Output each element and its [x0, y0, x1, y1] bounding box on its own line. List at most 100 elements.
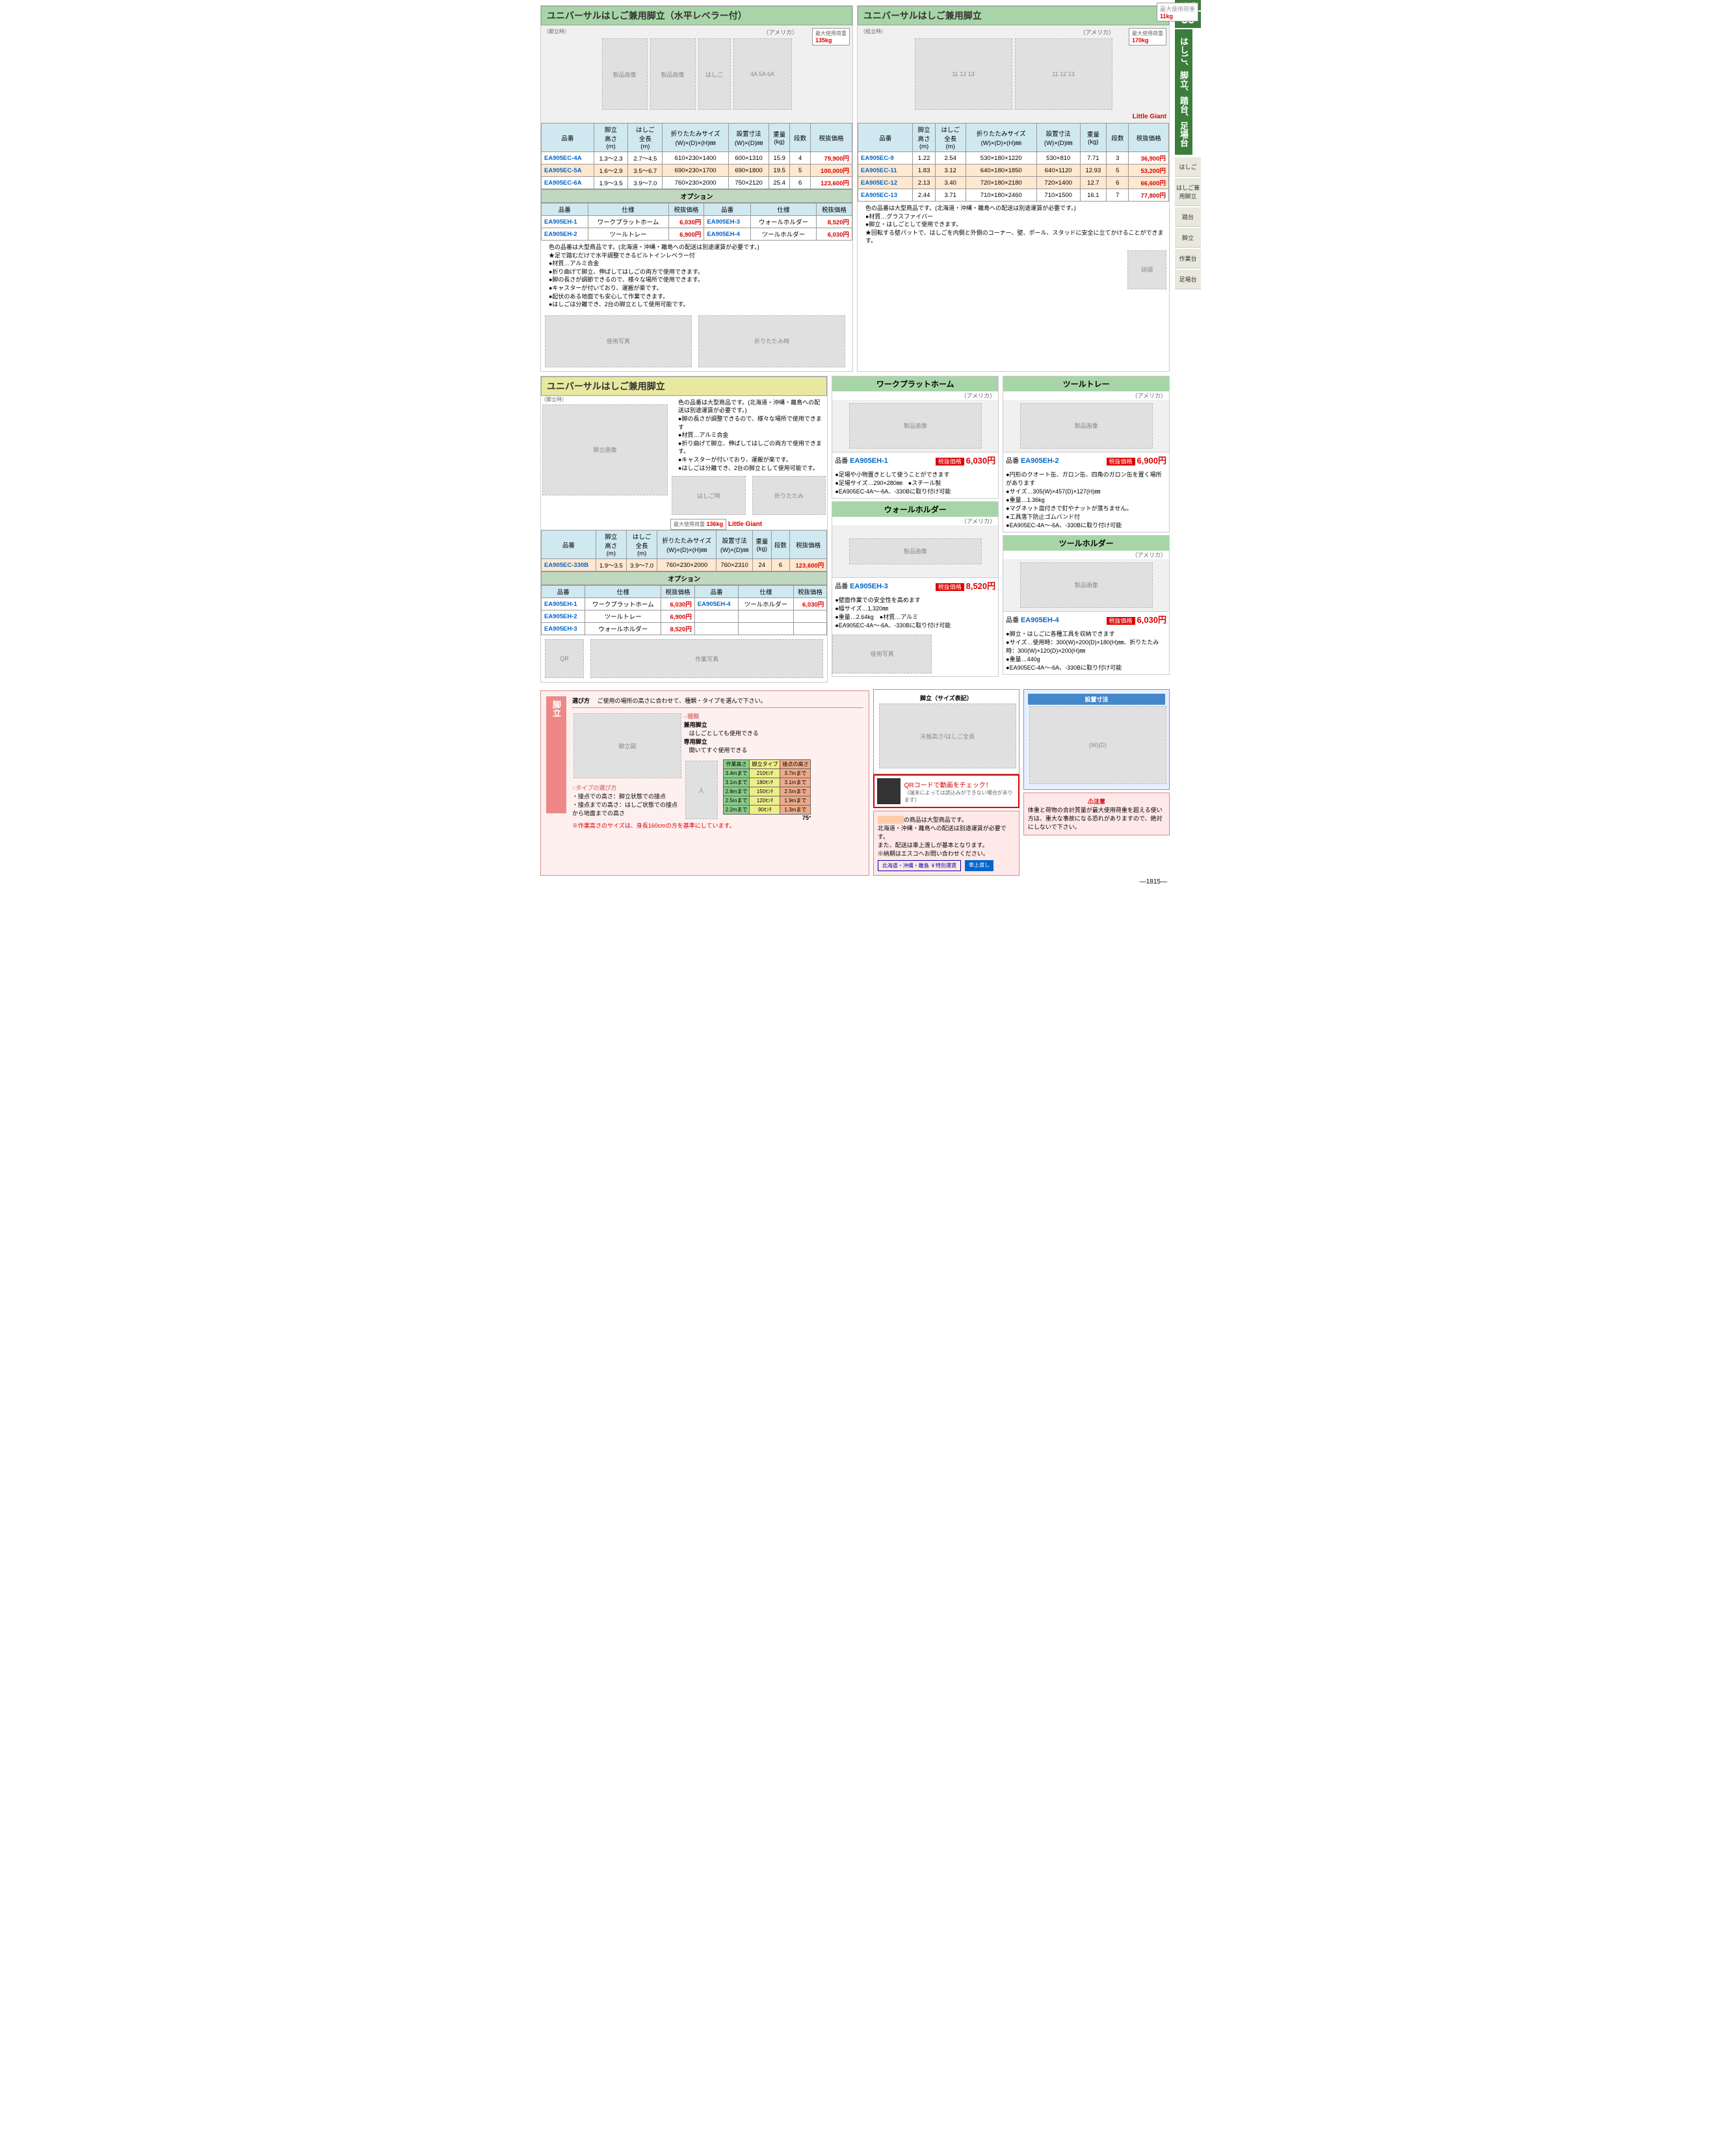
table-header: はしご全長(m) — [628, 124, 663, 152]
table-header: 品番 — [542, 203, 588, 216]
detail-photo: 詳細 — [1127, 250, 1166, 289]
side-nav-item[interactable]: 足場台 — [1175, 270, 1201, 289]
table-header: 折りたたみサイズ(W)×(D)×(H)㎜ — [663, 124, 729, 152]
usage-photo: 使用写真 — [832, 635, 932, 674]
page-footer: ―1815― — [540, 876, 1170, 888]
product-code: EA905EC-6A — [542, 177, 594, 189]
brand-logo: Little Giant — [1133, 113, 1166, 120]
size-diagram-image: 天板高さ / はしご全長 — [879, 703, 1016, 768]
table-row: EA905EH-2ツールトレー6,900円 — [542, 610, 827, 623]
table-row: EA905EC-91.222.54530×180×1220530×8107.71… — [858, 152, 1169, 164]
product-code: EA905EC-13 — [858, 189, 913, 202]
spec-table: 品番脚立高さ(m)はしご全長(m)折りたたみサイズ(W)×(D)×(H)㎜設置寸… — [541, 530, 827, 571]
ladder-image: 11 12 13 — [915, 38, 1012, 110]
spec-table: 品番脚立高さ(m)はしご全長(m)折りたたみサイズ(W)×(D)×(H)㎜設置寸… — [541, 123, 852, 189]
table-header: 仕様 — [585, 586, 661, 598]
product-code: EA905EC-12 — [858, 177, 913, 189]
usage-photo: 使用写真 — [545, 315, 692, 367]
accessory-notes: ●脚立・はしごに各種工具を収納できます●サイズ…使用時：300(W)×200(D… — [1003, 627, 1169, 674]
accessory-tooltray: ツールトレー （アメリカ） 製品画像 最大使用荷重11kg 品番 EA905EH… — [1003, 376, 1170, 532]
section-universal-leveler: ユニバーサルはしご兼用脚立（水平レベラー付） （脚立時） 製品画像 製品画像 は… — [540, 5, 853, 372]
table-header: 品番 — [542, 586, 585, 598]
usage-photo: 折りたたみ — [752, 476, 826, 515]
product-code: EA905EC-4A — [542, 152, 594, 164]
product-code: EA905EC-330B — [542, 559, 596, 571]
accessory-title: ツールトレー — [1003, 376, 1169, 391]
ladder-image: 11 12 13 — [1015, 38, 1112, 110]
table-header: 品番 — [542, 124, 594, 152]
table-row: EA905EC-111.833.12640×180×1850640×112012… — [858, 164, 1169, 177]
accessory-image: 製品画像 — [1003, 559, 1169, 611]
table-header: 品番 — [858, 124, 913, 152]
accessory-image: 製品画像 最大使用荷重120kg — [832, 400, 998, 452]
product-notes: 色の品番は大型商品です。(北海道・沖縄・離島への配送は別途運賃が必要です。)●脚… — [670, 396, 827, 475]
spec-table: 品番脚立高さ(m)はしご全長(m)折りたたみサイズ(W)×(D)×(H)㎜設置寸… — [858, 123, 1169, 202]
table-header: 段数 — [790, 124, 811, 152]
side-navigation: 1815 35 はしご、脚立、踏台、足場台 はしごはしご兼用脚立踏台脚立作業台足… — [1175, 0, 1201, 893]
product-images: （脚立時） 製品画像 製品画像 はしご 4A 5A 6A 最大使用荷重 135k… — [541, 25, 852, 123]
price: 53,200円 — [1129, 164, 1169, 177]
section-title: ユニバーサルはしご兼用脚立（水平レベラー付） — [541, 6, 852, 25]
qr-code-icon — [877, 778, 901, 804]
table-header: 段数 — [1107, 124, 1129, 152]
max-load-badge: 最大使用荷重 135kg — [812, 28, 850, 46]
table-header: 仕様 — [750, 203, 816, 216]
accessory-toolholder: ツールホルダー （アメリカ） 製品画像 品番 EA905EH-4 税抜価格 6,… — [1003, 535, 1170, 675]
table-row: EA905EC-4A1.3～2.32.7～4.5610×230×1400600×… — [542, 152, 852, 164]
table-header: 脚立高さ(m) — [594, 124, 628, 152]
section-universal-330b: ユニバーサルはしご兼用脚立 （脚立時） 脚立画像 色の品番は大型商品です。(北海… — [540, 376, 828, 683]
table-row: EA905EH-1ワークプラットホーム6,030円EA905EH-4ツールホルダ… — [542, 598, 827, 610]
option-table: 品番仕様税抜価格品番仕様税抜価格 EA905EH-1ワークプラットホーム6,03… — [541, 585, 827, 635]
product-images: （組立時） 11 12 13 11 12 13 最大使用荷重 170kg （アメ… — [858, 25, 1169, 123]
table-header: 品番 — [694, 586, 738, 598]
accessory-image: 製品画像 最大使用荷重11kg — [1003, 400, 1169, 452]
guide-tab: 脚立 — [546, 696, 566, 813]
option-table: 品番仕様税抜価格品番仕様税抜価格 EA905EH-1ワークプラットホーム6,03… — [541, 203, 852, 241]
product-code: EA905EC-11 — [858, 164, 913, 177]
ladder-image: はしご — [698, 38, 731, 110]
guide-diagram: 脚立図 — [573, 713, 681, 778]
price: 123,600円 — [811, 177, 852, 189]
table-row: EA905EH-2ツールトレー6,900円EA905EH-4ツールホルダー6,0… — [542, 228, 852, 241]
side-nav-item[interactable]: 脚立 — [1175, 228, 1201, 248]
price: 100,000円 — [811, 164, 852, 177]
table-row: EA905EC-122.133.40720×180×2180720×140012… — [858, 177, 1169, 189]
table-header: 税抜価格 — [1129, 124, 1169, 152]
accessory-workplatform: ワークプラットホーム （アメリカ） 製品画像 最大使用荷重120kg 品番 EA… — [832, 376, 999, 499]
product-notes: 色の品番は大型商品です。(北海道・沖縄・離島への配送は別途運賃が必要です。)★足… — [541, 241, 852, 311]
option-header: オプション — [541, 571, 827, 585]
ladder-image: 製品画像 — [602, 38, 648, 110]
size-diagram: 脚立（サイズ表記） 天板高さ / はしご全長 — [873, 689, 1019, 774]
product-code: EA905EC-9 — [858, 152, 913, 164]
table-header: はしご全長(m) — [627, 531, 657, 559]
dimension-guide: 設置寸法 (W) (D) — [1023, 689, 1170, 790]
section-universal: ユニバーサルはしご兼用脚立 （組立時） 11 12 13 11 12 13 最大… — [857, 5, 1170, 372]
price: 123,600円 — [790, 559, 827, 571]
accessory-notes: ●壁面作業での安全性を高めます●幅サイズ…1,320㎜●重量…2.64kg ●材… — [832, 593, 998, 632]
table-header: 脚立高さ(m) — [913, 124, 935, 152]
special-freight-badge: 北海道・沖縄・離島 ￥特別運賃 — [878, 860, 961, 871]
max-load-badge: 最大使用荷重 136kg — [670, 519, 726, 530]
product-notes: 色の品番は大型商品です。(北海道・沖縄・離島への配送は別途運賃が必要です。)●材… — [858, 202, 1169, 248]
accessory-wallholder: ウォールホルダー （アメリカ） 製品画像 品番 EA905EH-3 税抜価格 8… — [832, 501, 999, 677]
height-guide-table: 作業高さ脚立タイプ接点の高さ3.4mまで210ｾﾝﾁ3.7mまで3.1mまで18… — [723, 759, 811, 815]
brand-logo: Little Giant — [728, 521, 762, 528]
table-header: 重量(kg) — [769, 124, 790, 152]
table-header: 税抜価格 — [811, 124, 852, 152]
table-header: 仕様 — [588, 203, 668, 216]
price: 79,900円 — [811, 152, 852, 164]
caution-box: ⚠注意 体重と荷物の合計質量が最大使用荷重を超える使い方は、重大な事故になる恐れ… — [1023, 793, 1170, 835]
ladder-image: 製品画像 — [650, 38, 696, 110]
side-nav-item[interactable]: はしご兼用脚立 — [1175, 178, 1201, 206]
side-nav-item[interactable]: 作業台 — [1175, 249, 1201, 269]
accessory-title: ツールホルダー — [1003, 536, 1169, 551]
ladder-image: 脚立画像 — [542, 404, 668, 495]
table-header: 設置寸法(W)×(D)㎜ — [717, 531, 753, 559]
selection-guide: 脚立 選び方 ご使用の場所の高さに合わせて、種類・タイプを選んで下さい。 脚立図… — [540, 690, 869, 876]
person-diagram: 人 — [685, 761, 718, 819]
side-nav-item[interactable]: 踏台 — [1175, 207, 1201, 227]
table-header: 税抜価格 — [817, 203, 852, 216]
table-header: 重量(kg) — [1080, 124, 1107, 152]
table-header: 品番 — [704, 203, 751, 216]
side-nav-item[interactable]: はしご — [1175, 157, 1201, 177]
